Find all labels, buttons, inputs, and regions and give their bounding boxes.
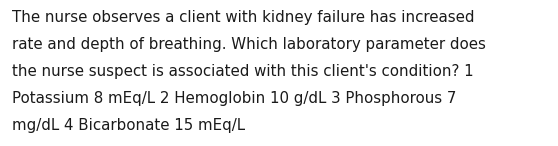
Text: mg/dL 4 Bicarbonate 15 mEq/L: mg/dL 4 Bicarbonate 15 mEq/L — [12, 118, 246, 133]
Text: rate and depth of breathing. Which laboratory parameter does: rate and depth of breathing. Which labor… — [12, 37, 486, 52]
Text: Potassium 8 mEq/L 2 Hemoglobin 10 g/dL 3 Phosphorous 7: Potassium 8 mEq/L 2 Hemoglobin 10 g/dL 3… — [12, 91, 456, 106]
Text: The nurse observes a client with kidney failure has increased: The nurse observes a client with kidney … — [12, 10, 475, 25]
Text: the nurse suspect is associated with this client's condition? 1: the nurse suspect is associated with thi… — [12, 64, 474, 79]
